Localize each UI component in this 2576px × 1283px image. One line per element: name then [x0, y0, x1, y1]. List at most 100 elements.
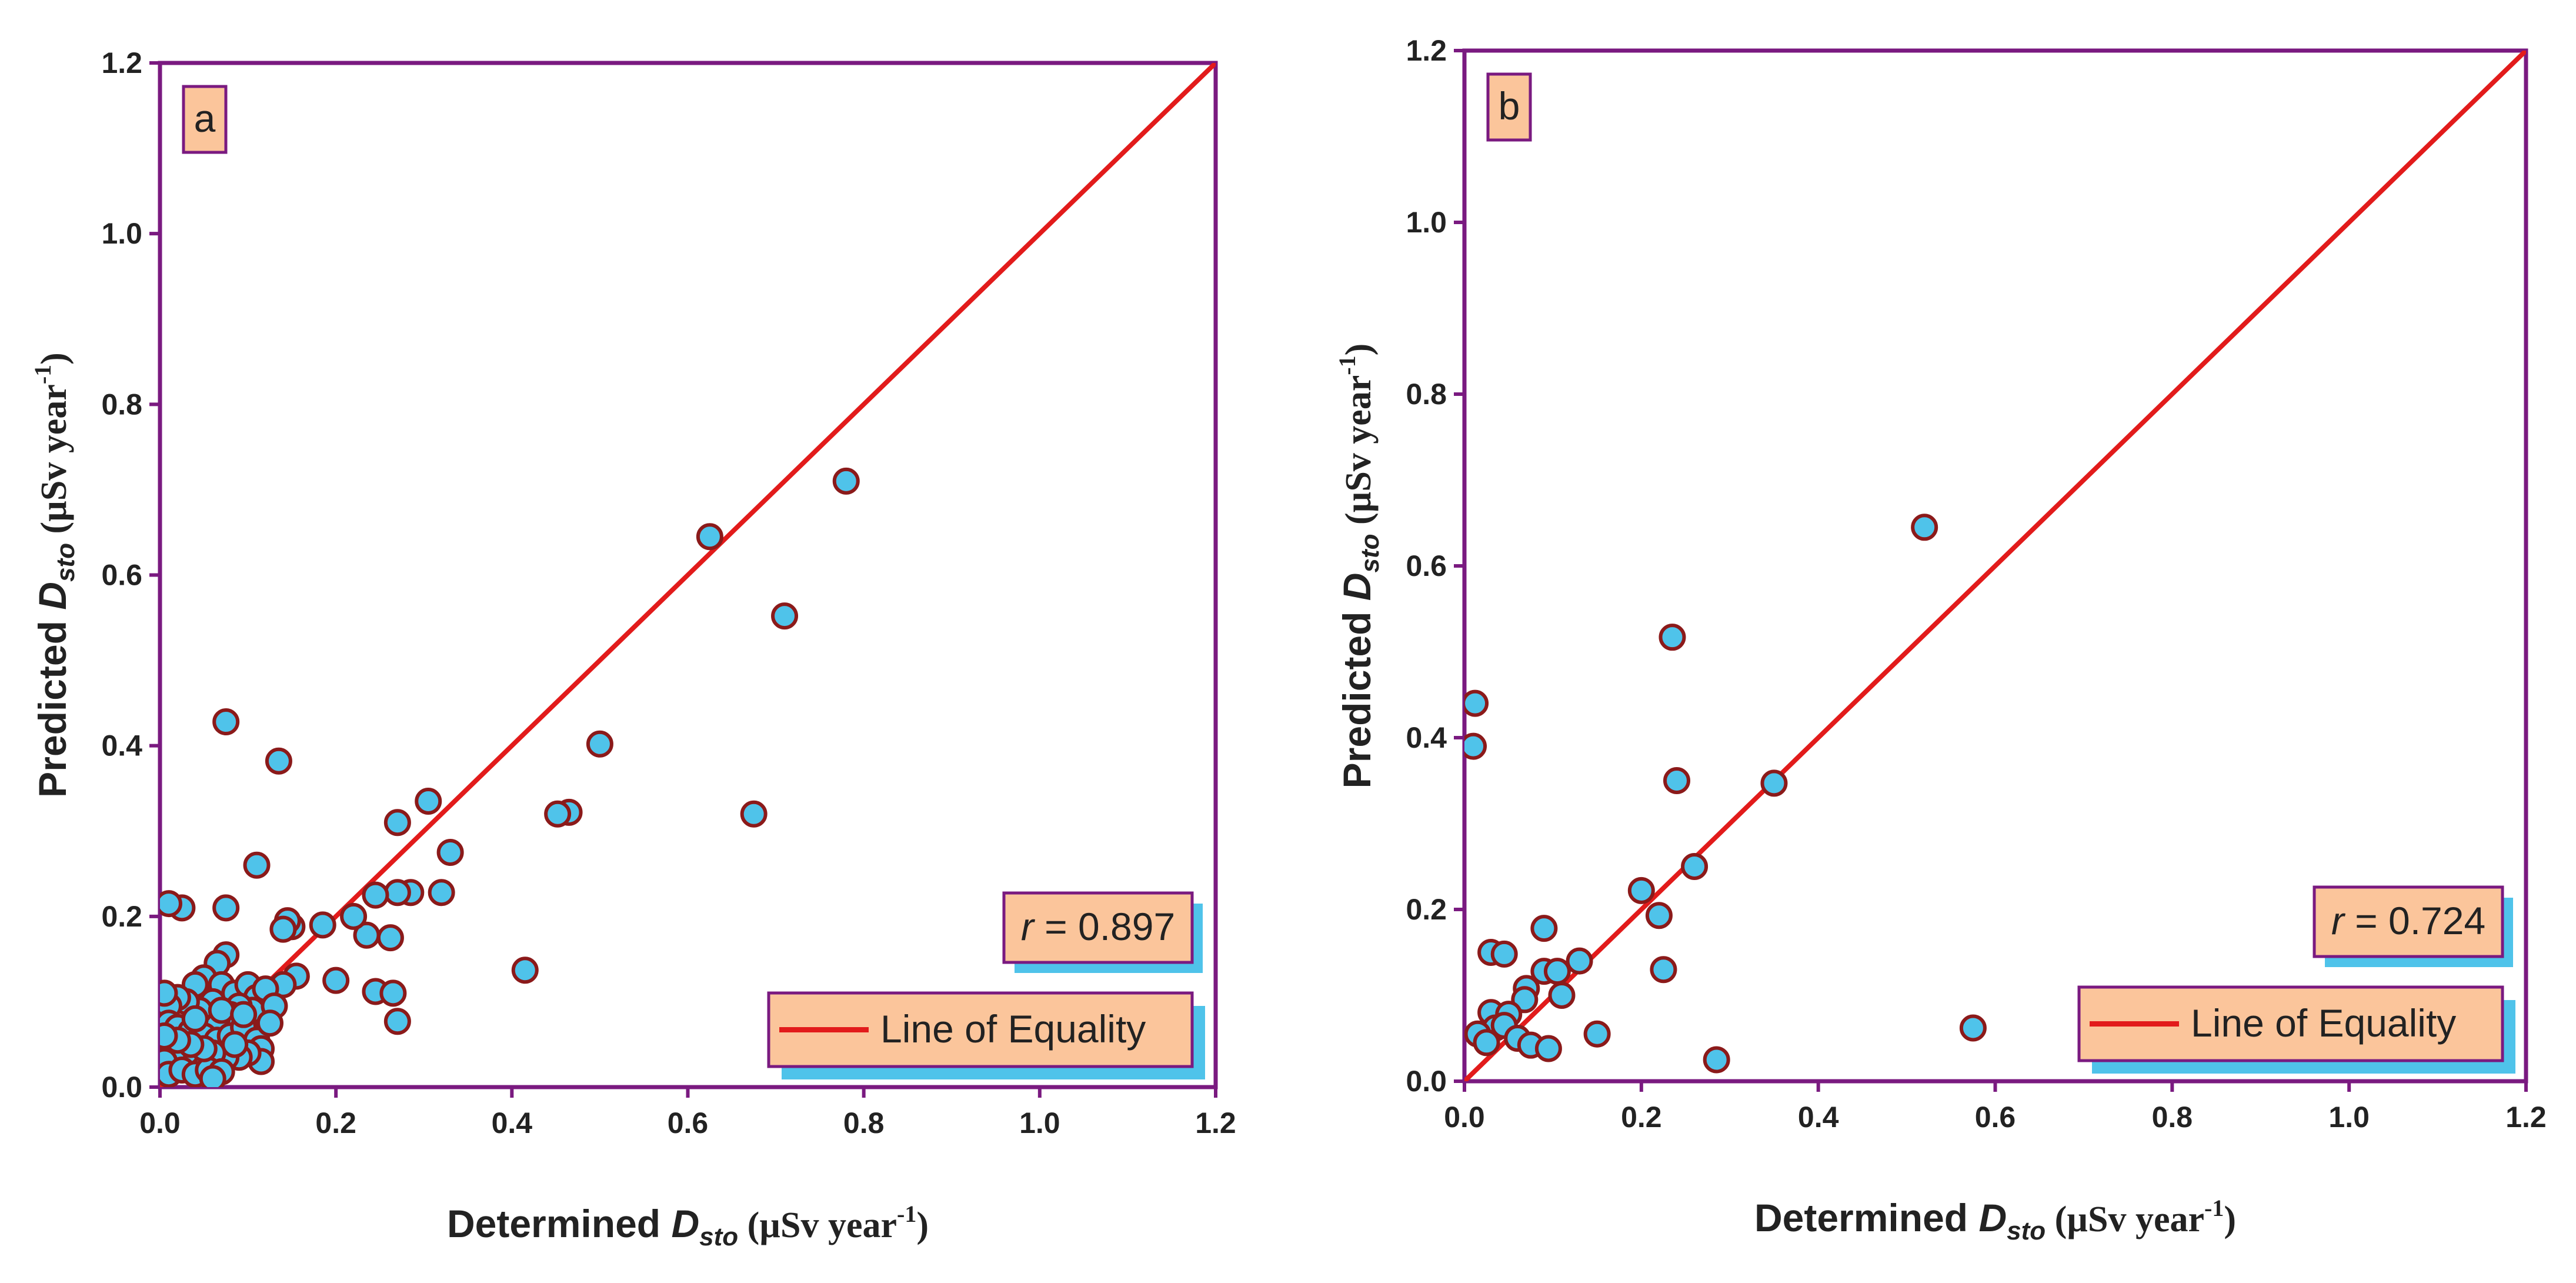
panel-a: 0.0 0.2 0.4 0.6 0.8 1.0 1.2 0.0 0.2 0.4 0.6 0.8 1.0 1…: [29, 46, 1236, 1251]
data-point: [436, 839, 464, 867]
data-point: [511, 957, 539, 984]
y-tick-label: 0.2: [1406, 893, 1447, 926]
y-tick-label: 0.4: [1406, 721, 1447, 754]
r-value: r = 0.724: [2331, 899, 2485, 942]
y-tick-label: 1.0: [101, 217, 142, 250]
data-point: [383, 809, 411, 837]
axis-label-var: D: [671, 1202, 699, 1245]
data-point: [269, 915, 297, 943]
data-point: [428, 879, 455, 907]
x-tick-label: 0.0: [1444, 1101, 1485, 1134]
data-point: [160, 890, 182, 918]
axis-label-sub: sto: [699, 1222, 738, 1251]
data-point: [322, 967, 350, 994]
data-point: [212, 894, 240, 922]
y-tick-label: 0.6: [101, 559, 142, 592]
data-point: [208, 997, 235, 1024]
data-point: [1583, 1020, 1611, 1048]
data-point: [1703, 1046, 1730, 1074]
axis-label-close: ): [34, 352, 74, 365]
data-point: [160, 979, 178, 1007]
y-tick-label: 1.2: [101, 46, 142, 79]
plot-area: [1464, 51, 2526, 1081]
y-tick-label: 0.0: [101, 1071, 142, 1104]
data-point: [181, 1005, 209, 1032]
axis-label-sub: sto: [2007, 1217, 2046, 1245]
data-point: [1663, 767, 1690, 794]
data-point: [1473, 1029, 1500, 1057]
axis-label-unit: (µSv year: [2046, 1199, 2204, 1239]
axis-label-unit: (µSv year: [34, 384, 74, 543]
line-of-equality: [160, 63, 1216, 1087]
data-point: [309, 911, 336, 939]
data-point: [1490, 940, 1518, 968]
axis-label-exp: -1: [29, 365, 56, 384]
x-tick-label: 0.0: [139, 1107, 181, 1139]
y-tick-label: 0.4: [101, 729, 142, 762]
data-point: [160, 1022, 178, 1049]
data-point: [340, 902, 368, 930]
x-tick-label: 0.2: [1621, 1101, 1662, 1134]
data-point: [243, 851, 271, 879]
y-tick-label: 0.0: [1406, 1065, 1447, 1098]
panel-label: b: [1499, 84, 1520, 128]
data-point: [265, 747, 292, 775]
data-point: [199, 1065, 226, 1087]
x-tick-label: 0.8: [2152, 1101, 2193, 1134]
axis-label-prefix: Predicted: [1335, 601, 1379, 788]
axis-label-prefix: Predicted: [31, 610, 74, 798]
r-box: [1002, 891, 1194, 964]
axis-label-exp: -1: [2204, 1195, 2224, 1221]
r-var: r: [2331, 899, 2346, 942]
plot-area: [160, 63, 1216, 1087]
r-text: = 0.724: [2344, 899, 2485, 942]
axis-label-var: D: [1978, 1196, 2007, 1239]
data-point: [353, 921, 381, 949]
data-point: [383, 879, 411, 907]
legend-entry: Line of Equality: [2191, 1001, 2456, 1045]
axis-label-exp: -1: [1334, 355, 1360, 375]
legend-entry: Line of Equality: [880, 1007, 1146, 1051]
r-value: r = 0.897: [1021, 905, 1175, 948]
data-point: [1645, 902, 1673, 929]
x-tick-label: 0.6: [668, 1107, 709, 1139]
data-point: [1566, 947, 1593, 975]
x-tick-label: 0.8: [843, 1107, 885, 1139]
data-point: [1959, 1014, 1987, 1042]
axis-label-unit: (µSv year: [1339, 375, 1379, 534]
x-tick-label: 0.4: [492, 1107, 533, 1139]
axis-label-var: D: [31, 582, 74, 610]
data-point: [696, 523, 723, 551]
data-point: [1681, 853, 1709, 880]
x-tick-label: 0.6: [1975, 1101, 2016, 1134]
axis-label-close: ): [2224, 1199, 2236, 1239]
y-tick-label: 1.2: [1406, 34, 1447, 67]
data-point: [1548, 982, 1576, 1009]
y-axis-label: Predicted Dsto (µSv year-1): [29, 352, 80, 798]
r-box: [2313, 885, 2504, 958]
y-tick-label: 0.8: [1406, 378, 1447, 411]
data-point: [1530, 915, 1558, 942]
panel-label-box: [182, 85, 228, 154]
line-of-equality: [1464, 51, 2526, 1081]
r-text: = 0.897: [1034, 905, 1175, 948]
axis-label-unit: (µSv year: [738, 1205, 897, 1245]
data-point: [771, 602, 799, 630]
y-tick-label: 0.2: [101, 900, 142, 933]
data-point: [1464, 689, 1489, 717]
data-point: [415, 787, 442, 815]
data-point: [1464, 732, 1487, 760]
data-point: [256, 1009, 283, 1037]
panel-label-box: [1486, 72, 1532, 142]
axis-label-prefix: Determined: [447, 1202, 671, 1245]
panel-label: a: [194, 96, 216, 140]
data-point: [383, 1008, 411, 1035]
y-tick-label: 1.0: [1406, 206, 1447, 239]
data-point: [221, 1031, 249, 1058]
data-point: [832, 467, 860, 495]
data-point: [1627, 877, 1655, 904]
data-point: [1534, 1035, 1562, 1062]
x-axis-label: Determined Dsto (µSv year-1): [1754, 1195, 2236, 1245]
data-point: [586, 730, 613, 758]
x-tick-label: 1.2: [1195, 1107, 1236, 1139]
